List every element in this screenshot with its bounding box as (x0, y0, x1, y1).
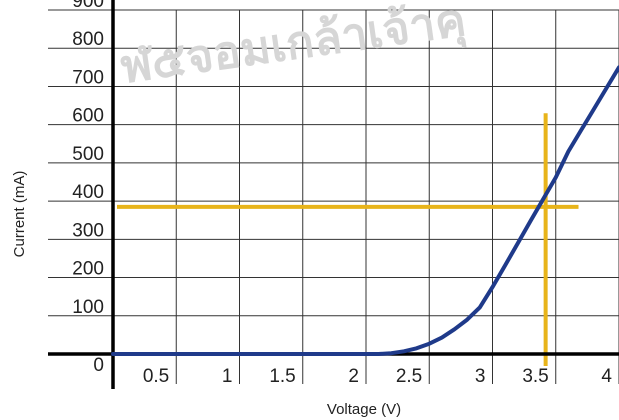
x-tick-label: 1 (222, 366, 233, 387)
y-tick-label: 200 (72, 259, 104, 280)
x-tick-label: 2.5 (396, 366, 422, 387)
series-line (111, 65, 619, 356)
y-tick-label: 800 (72, 29, 104, 50)
y-tick-label: 0 (93, 355, 104, 376)
x-tick-labels: 0.5 1 1.5 2 2.5 3 3.5 4 (143, 366, 613, 387)
watermark-text: ฬ๕จอมเกล้าเจ้าคุ (117, 0, 469, 96)
y-tick-label: 900 (72, 0, 104, 12)
y-tick-labels: 0 100 200 300 400 500 600 700 800 900 (72, 0, 104, 376)
y-tick-label: 100 (72, 297, 104, 318)
y-tick-label: 400 (72, 182, 104, 203)
reference-lines (117, 113, 579, 366)
y-tick-label: 500 (72, 144, 104, 165)
y-tick-label: 700 (72, 67, 104, 88)
x-axis-label: Voltage (V) (327, 401, 401, 418)
y-tick-label: 300 (72, 220, 104, 241)
y-axis-label: Current (mA) (11, 171, 28, 258)
y-tick-label: 600 (72, 106, 104, 127)
x-tick-label: 4 (601, 366, 612, 387)
x-tick-label: 3 (475, 366, 486, 387)
x-tick-label: 1.5 (269, 366, 295, 387)
x-tick-label: 0.5 (143, 366, 169, 387)
series-layer (111, 65, 619, 356)
x-tick-label: 2 (348, 366, 359, 387)
x-tick-label: 3.5 (522, 366, 548, 387)
watermark: ฬ๕จอมเกล้าเจ้าคุ (117, 0, 469, 96)
